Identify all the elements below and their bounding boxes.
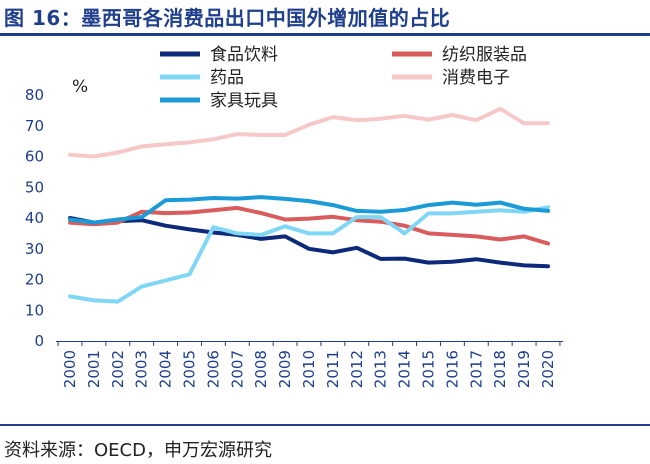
y-tick-label: 30 [25, 240, 44, 258]
x-tick-label: 2016 [443, 350, 461, 388]
legend-label: 纺织服装品 [442, 45, 527, 65]
y-tick-label: 40 [25, 209, 44, 227]
x-tick-label: 2019 [515, 350, 533, 388]
x-tick-label: 2004 [157, 350, 175, 388]
x-tick-label: 2020 [539, 350, 557, 388]
y-tick-label: 70 [25, 117, 44, 135]
y-tick-label: 0 [34, 332, 44, 350]
x-tick-label: 2002 [109, 350, 127, 388]
x-tick-label: 2011 [324, 350, 342, 388]
x-tick-label: 2006 [204, 350, 222, 388]
series-line [68, 106, 550, 159]
y-tick-label: 20 [25, 271, 44, 289]
x-tick-label: 2000 [61, 350, 79, 388]
x-tick-label: 2010 [300, 350, 318, 388]
x-tick-label: 2014 [396, 350, 414, 388]
x-tick-label: 2012 [348, 350, 366, 388]
y-tick-label: 10 [25, 301, 44, 319]
axes: 0 10 20 30 40 50 60 70 80 2000 2001 2002 2003 2004 200… [25, 86, 563, 388]
footer-rule [0, 424, 650, 426]
legend-label: 家具玩具 [210, 91, 278, 111]
y-tick-label: 50 [25, 178, 44, 196]
legend-label: 药品 [210, 68, 244, 88]
y-tick-label: 60 [25, 148, 44, 166]
x-tick-label: 2009 [276, 350, 294, 388]
series-lines [68, 106, 550, 304]
x-tick-label: 2008 [252, 350, 270, 388]
title-rule [0, 33, 650, 36]
x-tick-label: 2015 [420, 350, 438, 388]
legend-label: 消费电子 [442, 68, 510, 88]
x-tick-label: 2017 [467, 350, 485, 388]
y-tick-label: 80 [25, 86, 44, 104]
source-note: 资料来源：OECD，申万宏源研究 [4, 440, 272, 461]
x-tick-label: 2005 [181, 350, 199, 388]
series-line [68, 216, 550, 269]
x-tick-label: 2007 [228, 350, 246, 388]
x-tick-label: 2003 [133, 350, 151, 388]
series-line [68, 195, 550, 225]
x-tick-label: 2018 [491, 350, 509, 388]
chart-title: 图 16：墨西哥各消费品出口中国外增加值的占比 [4, 6, 451, 30]
series-line [68, 205, 550, 304]
legend-label: 食品饮料 [210, 45, 278, 65]
x-tick-label: 2001 [85, 350, 103, 388]
x-tick-label: 2013 [372, 350, 390, 388]
y-unit-label: % [72, 77, 88, 97]
